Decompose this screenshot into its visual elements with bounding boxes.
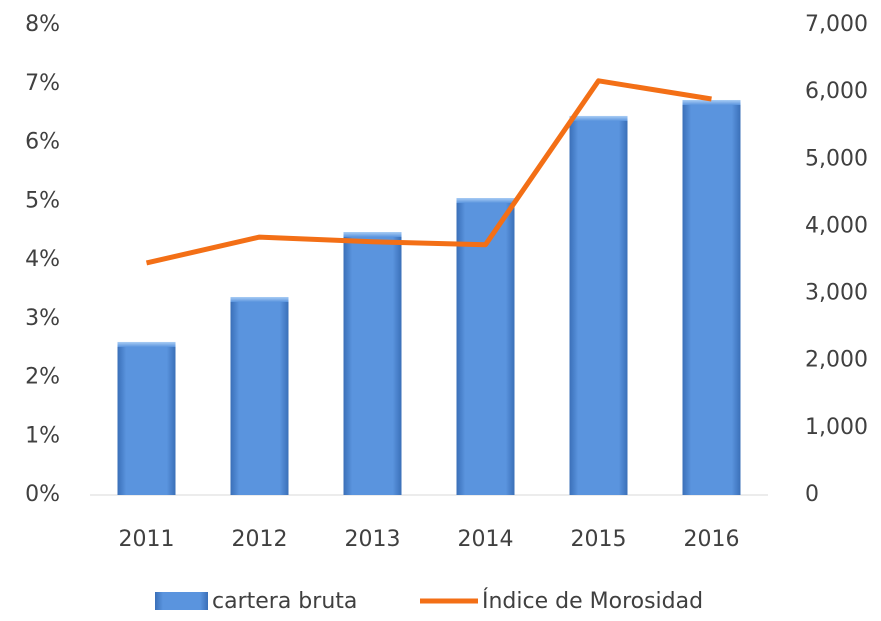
- y2-tick-label: 3,000: [805, 281, 868, 306]
- bar: [343, 232, 402, 495]
- bar-cap: [343, 232, 402, 238]
- x-tick-label: 2014: [458, 527, 514, 552]
- y2-tick-label: 0: [805, 482, 819, 507]
- y-tick-label: 7%: [25, 71, 60, 96]
- x-tick-label: 2016: [684, 527, 740, 552]
- y-tick-label: 6%: [25, 130, 60, 155]
- y2-tick-label: 6,000: [805, 79, 868, 104]
- bar-cap: [230, 296, 289, 302]
- y2-tick-label: 1,000: [805, 415, 868, 440]
- bar-cap: [682, 99, 741, 105]
- y-tick-label: 0%: [25, 482, 60, 507]
- line: [145, 78, 712, 266]
- y-tick-label: 1%: [25, 423, 60, 448]
- bar-cap: [117, 341, 176, 347]
- y2-tick-label: 2,000: [805, 348, 868, 373]
- y2-tick-label: 5,000: [805, 146, 868, 171]
- x-tick-label: 2013: [345, 527, 401, 552]
- bar: [569, 115, 628, 495]
- y-tick-label: 4%: [25, 247, 60, 272]
- y-tick-label: 5%: [25, 188, 60, 213]
- bar: [456, 198, 515, 495]
- y2-tick-label: 7,000: [805, 12, 868, 37]
- x-tick-label: 2011: [119, 527, 175, 552]
- legend-label: cartera bruta: [212, 589, 357, 614]
- legend-swatch: [155, 592, 208, 610]
- bar-cap: [456, 198, 515, 204]
- y2-tick-label: 4,000: [805, 213, 868, 238]
- y-tick-label: 3%: [25, 306, 60, 331]
- y-tick-label: 2%: [25, 365, 60, 390]
- x-tick-label: 2012: [232, 527, 288, 552]
- bar: [117, 341, 176, 495]
- bar-cap: [569, 115, 628, 121]
- bar: [682, 99, 741, 496]
- y-tick-label: 8%: [25, 12, 60, 37]
- legend-label: Índice de Morosidad: [482, 588, 703, 614]
- x-tick-label: 2015: [571, 527, 627, 552]
- bar: [230, 296, 289, 495]
